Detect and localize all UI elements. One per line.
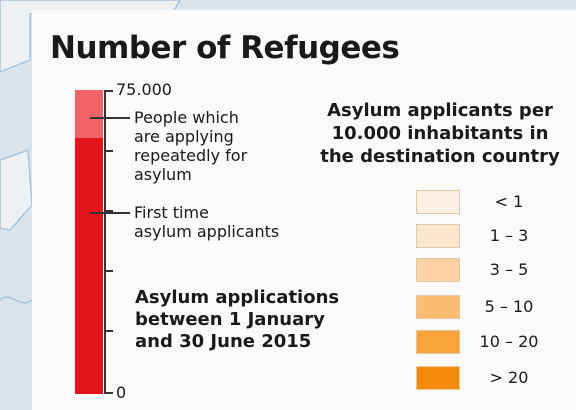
legend-panel <box>32 10 576 410</box>
leader-line <box>90 117 130 119</box>
legend-swatch <box>416 330 460 354</box>
scale-tick <box>106 330 113 332</box>
map-land <box>0 148 33 231</box>
scale-tick <box>106 210 113 212</box>
legend-swatch <box>416 190 460 214</box>
map-title: Number of Refugees <box>50 30 400 66</box>
scale-max-label: 75.000 <box>116 80 172 99</box>
legend-label: 1 – 3 <box>489 226 529 245</box>
bar-segment-first-time-applicants <box>75 138 103 394</box>
period-note: Asylum applications between 1 January an… <box>135 287 340 352</box>
legend-swatch <box>416 366 460 390</box>
scale-tick <box>106 150 113 152</box>
bar-segment-repeat-applicants <box>75 90 103 138</box>
scale-tick <box>106 270 113 272</box>
scale-tick <box>106 392 113 394</box>
map-coastline <box>0 296 33 304</box>
scale-min-label: 0 <box>116 383 127 402</box>
legend-swatch <box>416 295 460 319</box>
first-time-applicants-label: First time asylum applicants <box>134 203 280 241</box>
legend-label: > 20 <box>489 368 529 387</box>
scale-axis <box>104 90 106 394</box>
leader-line <box>90 212 130 214</box>
legend-title: Asylum applicants per 10.000 inhabitants… <box>320 100 560 167</box>
legend-label: < 1 <box>494 192 524 211</box>
scale-tick <box>106 90 113 92</box>
legend-label: 3 – 5 <box>489 260 529 279</box>
map-land <box>0 0 181 73</box>
repeat-applicants-label: People which are applying repeatedly for… <box>134 108 248 184</box>
legend-label: 10 – 20 <box>479 332 539 351</box>
legend-label: 5 – 10 <box>484 297 534 316</box>
legend-swatch <box>416 224 460 248</box>
legend-swatch <box>416 258 460 282</box>
